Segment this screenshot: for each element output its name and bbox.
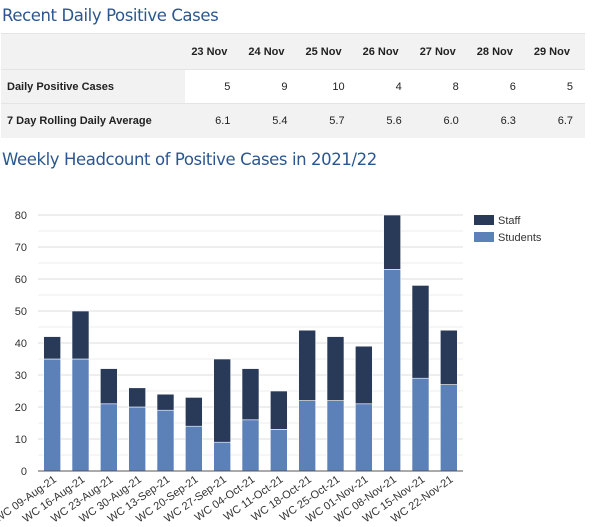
bar-students	[411, 377, 430, 472]
chart-title: Weekly Headcount of Positive Cases in 20…	[2, 150, 377, 169]
bar-students	[270, 429, 288, 472]
cell: 5.4	[272, 114, 288, 127]
bar-staff	[43, 336, 61, 360]
legend-swatch-staff	[474, 215, 494, 225]
bar-staff	[213, 358, 231, 443]
bar-staff	[156, 393, 175, 411]
bar-students	[213, 441, 231, 472]
y-tick-label: 20	[15, 402, 27, 414]
legend-swatch-students	[474, 232, 494, 242]
date-header: 29 Nov	[533, 45, 570, 58]
cell: 5.7	[329, 114, 345, 127]
y-tick-label: 10	[15, 434, 27, 446]
y-tick-label: 70	[15, 242, 27, 254]
bar-students	[156, 409, 175, 472]
cell: 10	[332, 80, 345, 93]
y-tick-label: 40	[15, 338, 27, 350]
cell: 6.7	[557, 114, 573, 127]
y-tick-label: 50	[15, 306, 27, 318]
legend-label: Staff	[498, 215, 521, 227]
bar-staff	[298, 329, 316, 401]
y-tick-label: 0	[21, 466, 27, 478]
bar-staff	[241, 368, 260, 421]
cell: 5	[566, 80, 573, 93]
cell: 6	[509, 80, 516, 93]
cell: 6.3	[500, 114, 516, 127]
bar-staff	[128, 387, 146, 408]
bar-staff	[411, 285, 430, 379]
bar-students	[326, 400, 345, 472]
bar-staff	[326, 336, 345, 401]
cell: 8	[452, 80, 459, 93]
bar-staff	[100, 368, 118, 405]
table-row: Daily Positive Cases 5 9 10 4 8 6 5	[1, 69, 585, 104]
date-header: 26 Nov	[362, 45, 399, 58]
bar-students	[383, 269, 401, 472]
bar-students	[128, 406, 146, 472]
cell: 4	[395, 80, 402, 93]
legend-label: Students	[498, 232, 542, 244]
bar-staff	[270, 390, 288, 430]
bar-students	[241, 419, 260, 472]
date-header: 25 Nov	[305, 45, 342, 58]
row-label: 7 Day Rolling Daily Average	[1, 103, 186, 138]
cell: 6.1	[215, 114, 231, 127]
daily-cases-table: 23 Nov 24 Nov 25 Nov 26 Nov 27 Nov 28 No…	[1, 33, 585, 138]
bar-students	[43, 358, 61, 472]
bar-students	[71, 358, 90, 472]
table-header-row: 23 Nov 24 Nov 25 Nov 26 Nov 27 Nov 28 No…	[1, 33, 585, 70]
row-label: Daily Positive Cases	[1, 69, 186, 104]
cell: 6.0	[443, 114, 459, 127]
bar-students	[100, 403, 118, 472]
date-header: 23 Nov	[191, 45, 228, 58]
date-header: 28 Nov	[476, 45, 513, 58]
cell: 5.6	[386, 114, 402, 127]
bar-students	[298, 400, 316, 472]
bar-staff	[355, 345, 373, 405]
cell: 5	[224, 80, 231, 93]
bar-students	[355, 403, 373, 472]
y-tick-label: 80	[15, 210, 27, 222]
daily-cases-title: Recent Daily Positive Cases	[2, 6, 219, 25]
bar-staff	[383, 214, 401, 270]
bar-staff	[185, 397, 203, 427]
bar-students	[440, 384, 458, 472]
bar-staff	[440, 329, 458, 385]
y-tick-label: 60	[15, 274, 27, 286]
y-tick-label: 30	[15, 370, 27, 382]
bar-staff	[71, 310, 90, 360]
date-header: 24 Nov	[248, 45, 285, 58]
cell: 9	[281, 80, 288, 93]
bar-students	[185, 425, 203, 472]
table-row: 7 Day Rolling Daily Average 6.1 5.4 5.7 …	[1, 103, 585, 138]
date-header: 27 Nov	[419, 45, 456, 58]
